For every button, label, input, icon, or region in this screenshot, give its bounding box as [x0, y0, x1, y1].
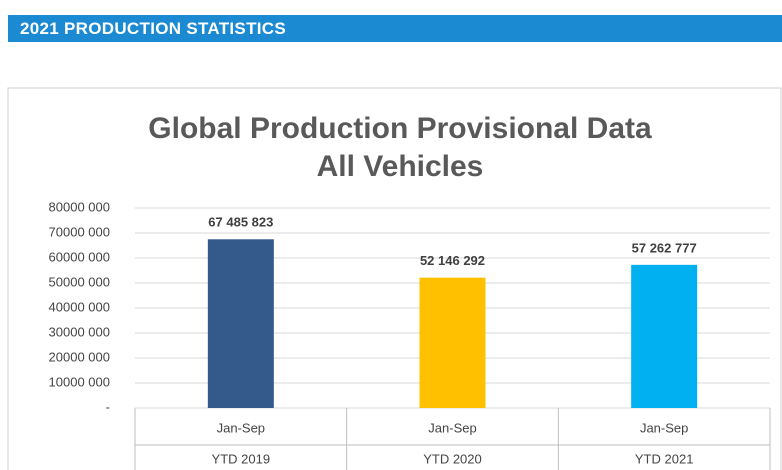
bar — [631, 264, 698, 408]
x-tick-label: Jan-Sep — [217, 420, 265, 435]
bar — [207, 239, 274, 408]
chart-title: All Vehicles — [317, 150, 484, 183]
y-tick-label: 40000 000 — [49, 299, 110, 314]
y-tick-label: 70000 000 — [49, 224, 110, 239]
chart-title: Global Production Provisional Data — [148, 112, 652, 145]
y-tick-label: 30000 000 — [49, 324, 110, 339]
x-tick-label: Jan-Sep — [428, 420, 476, 435]
x-group-label: YTD 2021 — [635, 451, 694, 466]
section-banner: 2021 PRODUCTION STATISTICS — [8, 15, 782, 42]
data-label: 52 146 292 — [420, 253, 485, 268]
x-group-label: YTD 2019 — [212, 451, 271, 466]
y-tick-label: 10000 000 — [49, 374, 110, 389]
bar — [419, 277, 486, 408]
y-tick-label: 80000 000 — [49, 199, 110, 214]
x-tick-label: Jan-Sep — [640, 420, 688, 435]
data-label: 57 262 777 — [632, 240, 697, 255]
x-group-label: YTD 2020 — [423, 451, 482, 466]
data-label: 67 485 823 — [208, 215, 273, 230]
y-tick-label: - — [106, 399, 110, 414]
y-tick-label: 50000 000 — [49, 274, 110, 289]
y-tick-label: 20000 000 — [49, 349, 110, 364]
y-tick-label: 60000 000 — [49, 249, 110, 264]
